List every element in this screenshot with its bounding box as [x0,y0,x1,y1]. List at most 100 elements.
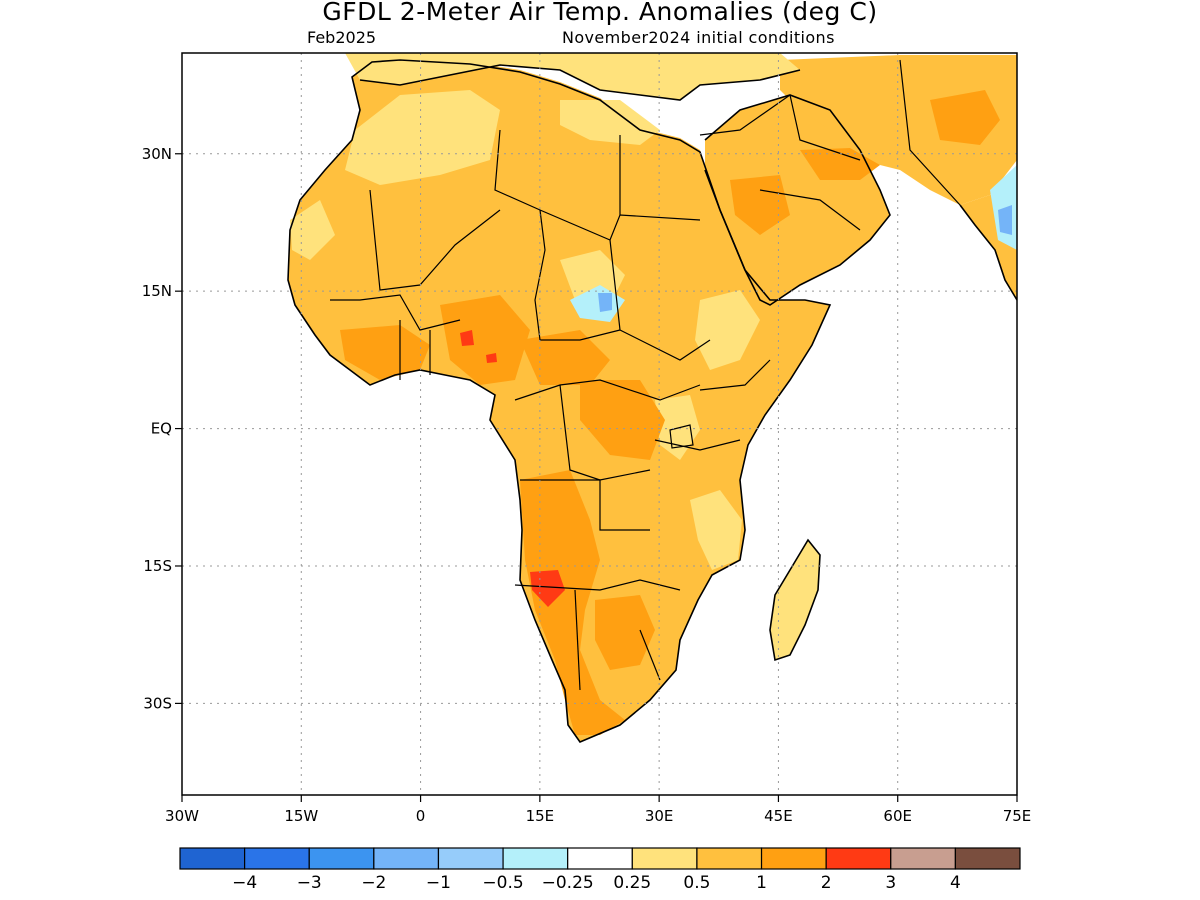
country-border [330,294,461,331]
initial-conditions-label: November2024 initial conditions [562,28,835,47]
very-strong-warm-patches [460,330,565,607]
country-border [514,379,701,401]
country-border [534,209,546,341]
valid-month-label: Feb2025 [307,28,377,47]
colorbar-segment [179,847,246,870]
land-anomaly-fills [288,53,1017,742]
country-borders [330,59,961,691]
iran-landmass [780,55,1017,205]
colorbar-segment [760,847,827,870]
country-border [520,479,650,531]
country-border [574,589,581,691]
country-border [514,579,681,591]
strong-warm-patch [930,90,1000,145]
very-strong-warm-patch [530,570,565,607]
colorbar-segment [308,847,375,870]
weak-warm-patch [345,90,500,185]
latitude-axis: 30N 15N EQ 15S 30S [142,145,182,712]
colorbar-segment [437,847,504,870]
weak-warm-patch [690,490,742,570]
weak-warm-patch [695,290,760,370]
colorbar-label: 3 [885,873,896,893]
country-border [609,239,711,361]
india-coastline [959,204,1017,301]
strong-warm-patch [580,380,665,460]
colorbar-segment [567,847,633,870]
lon-tick-label: 0 [416,807,426,825]
map-grid [182,53,1017,795]
strong-warm-patch [730,175,790,235]
colorbar-label: −0.5 [482,873,523,893]
arabian-peninsula-landmass [705,95,890,305]
strong-warm-patch [340,325,430,380]
lat-tick-label: 15S [143,557,172,575]
weak-warm-patch [560,100,660,145]
lake-victoria [669,424,694,449]
europe-coastline [359,64,801,101]
arabia-coastline [704,94,891,306]
country-border [540,329,621,341]
very-strong-warm-patch [460,330,474,346]
country-border [759,189,861,231]
country-border [559,384,651,481]
country-border [369,189,501,291]
colorbar-segment [244,847,310,870]
colorbar-segment [825,847,892,870]
map-title: GFDL 2-Meter Air Temp. Anomalies (deg C) [322,0,878,26]
country-border [699,94,791,136]
map-plot-area [182,53,1017,795]
colorbar-label: −3 [297,873,322,893]
strong-warm-patch [595,595,655,670]
cool-patch [998,205,1012,235]
lat-tick-label: 30N [142,145,172,163]
colorbar-label: 1 [756,873,767,893]
colorbar-segment [954,847,1021,870]
colorbar-label: −2 [361,873,386,893]
country-border [654,439,741,451]
strong-warm-patches [340,90,1000,735]
lon-tick-label: 45E [764,807,793,825]
southern-europe-landmass [345,53,800,100]
colorbar-label: 0.5 [683,873,710,893]
strong-warm-patch [520,330,610,385]
colorbar-segment [502,847,569,870]
colorbar-label: 0.25 [613,873,651,893]
colorbar-segment [890,847,956,870]
lon-tick-label: 30W [165,807,199,825]
africa-landmass [288,58,830,742]
lat-tick-label: EQ [151,420,172,438]
country-border [639,629,661,681]
colorbar-segment [631,847,698,870]
lon-tick-label: 15W [284,807,318,825]
colorbar-label: 4 [950,873,961,893]
colorbar-label: −0.25 [542,873,594,893]
map-frame [181,52,1018,796]
lon-tick-label: 75E [1003,807,1032,825]
lon-tick-label: 60E [883,807,912,825]
colorbar-segment [696,847,763,870]
cool-patch [598,293,612,312]
africa-coastline [287,59,832,743]
coastlines [287,59,1017,743]
strong-warm-patch [440,295,530,385]
longitude-axis: 30W 15W 0 15E 30E 45E 60E 75E [165,795,1031,825]
cool-patches [570,165,1017,322]
colorbar-label: −4 [232,873,257,893]
very-strong-warm-patch [486,353,497,363]
colorbar-segment [373,847,440,870]
weak-warm-patch [655,395,700,460]
lon-tick-label: 15E [526,807,555,825]
lon-tick-label: 30E [645,807,674,825]
colorbar: −4 −3 −2 −1 −0.5 −0.25 0.25 0.5 1 2 3 4 [179,847,1021,893]
country-border [899,59,961,206]
madagascar-coastline [769,538,821,662]
colorbar-label: 2 [821,873,832,893]
lat-tick-label: 15N [142,282,172,300]
strong-warm-patch [800,148,880,180]
strong-warm-patch [520,470,625,735]
country-border [494,129,701,241]
country-border [699,359,771,391]
lat-tick-label: 30S [143,694,172,712]
colorbar-label: −1 [426,873,451,893]
madagascar-landmass [770,540,820,660]
